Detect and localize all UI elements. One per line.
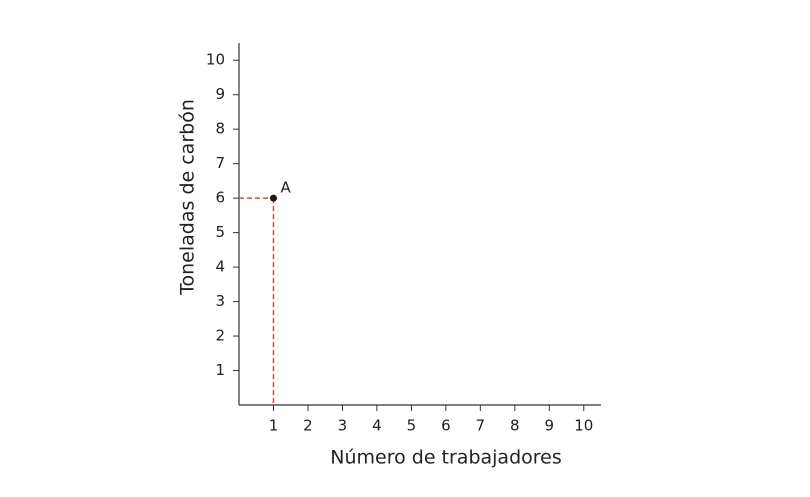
y-tick-label: 2 xyxy=(215,327,225,345)
point-label: A xyxy=(280,179,291,197)
x-tick-label: 8 xyxy=(510,417,520,435)
y-axis-title: Toneladas de carbón xyxy=(177,99,199,296)
y-tick-label: 4 xyxy=(215,258,225,276)
y-tick-label: 3 xyxy=(215,292,225,310)
y-tick-label: 5 xyxy=(215,223,225,241)
x-tick-label: 2 xyxy=(303,417,313,435)
x-tick-label: 6 xyxy=(441,417,451,435)
x-axis-title: Número de trabajadores xyxy=(330,447,562,469)
y-tick-label: 6 xyxy=(215,189,225,207)
y-tick-label: 9 xyxy=(215,85,225,103)
y-tick-label: 10 xyxy=(206,51,225,69)
y-tick-label: 1 xyxy=(215,361,225,379)
x-tick-label: 9 xyxy=(545,417,555,435)
x-tick-label: 3 xyxy=(338,417,348,435)
point xyxy=(269,194,277,202)
y-tick-label: 8 xyxy=(215,120,225,138)
x-tick-label: 10 xyxy=(574,417,593,435)
y-tick-label: 7 xyxy=(215,154,225,172)
x-tick-label: 5 xyxy=(407,417,417,435)
x-tick-label: 4 xyxy=(372,417,382,435)
x-tick-label: 7 xyxy=(476,417,486,435)
x-tick-label: 1 xyxy=(269,417,279,435)
